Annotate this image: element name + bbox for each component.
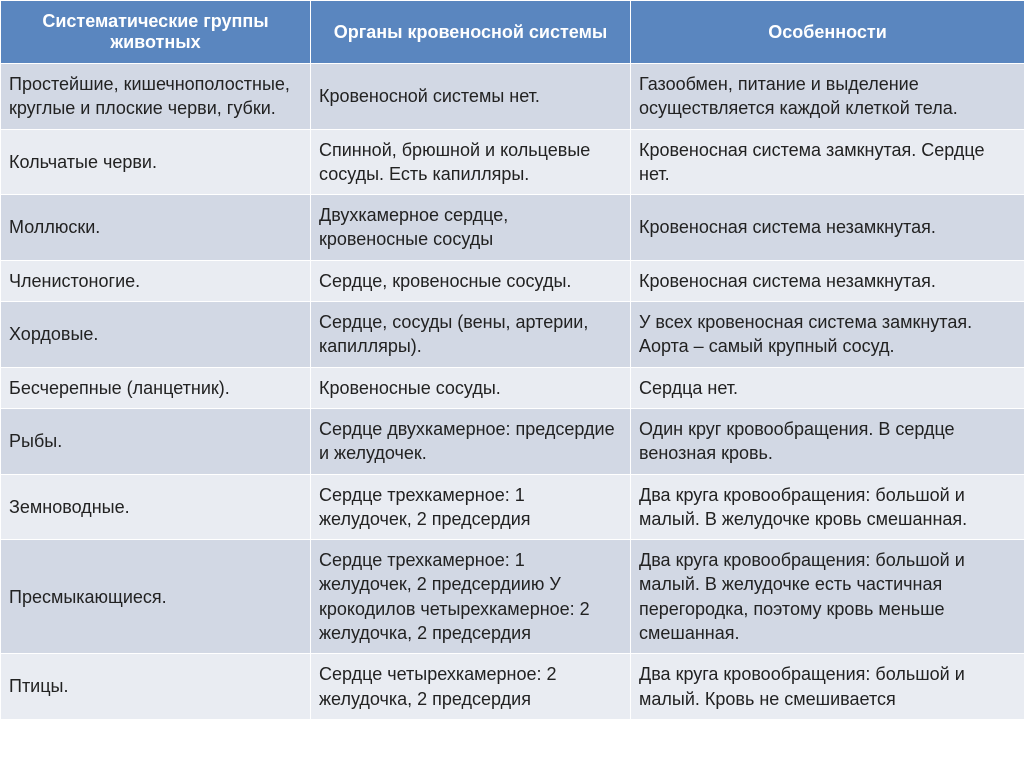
table-row: Пресмыкающиеся. Сердце трехкамерное: 1 ж… [1,540,1024,654]
table-body: Простейшие, кишечнополостные, круглые и … [1,64,1024,720]
table-row: Рыбы. Сердце двухкамерное: предсердие и … [1,408,1024,474]
cell-features: Кровеносная система замкнутая. Сердце не… [631,129,1024,195]
table-row: Кольчатые черви. Спинной, брюшной и коль… [1,129,1024,195]
table-row: Простейшие, кишечнополостные, круглые и … [1,64,1024,130]
table-row: Членистоногие. Сердце, кровеносные сосуд… [1,260,1024,301]
cell-features: Кровеносная система незамкнутая. [631,260,1024,301]
col-header-features: Особенности [631,1,1024,64]
table-row: Земноводные. Сердце трехкамерное: 1 желу… [1,474,1024,540]
table-row: Бесчерепные (ланцетник). Кровеносные сос… [1,367,1024,408]
cell-organs: Сердце четырехкамерное: 2 желудочка, 2 п… [311,654,631,720]
cell-group: Кольчатые черви. [1,129,311,195]
cell-group: Членистоногие. [1,260,311,301]
cell-group: Рыбы. [1,408,311,474]
col-header-organs: Органы кровеносной системы [311,1,631,64]
cell-features: Два круга кровообращения: большой и малы… [631,474,1024,540]
cell-features: Сердца нет. [631,367,1024,408]
table-row: Моллюски. Двухкамерное сердце, кровеносн… [1,195,1024,261]
cell-organs: Кровеносной системы нет. [311,64,631,130]
cell-organs: Сердце, кровеносные сосуды. [311,260,631,301]
cell-features: Один круг кровообращения. В сердце веноз… [631,408,1024,474]
cell-group: Бесчерепные (ланцетник). [1,367,311,408]
cell-organs: Сердце трехкамерное: 1 желудочек, 2 пред… [311,474,631,540]
col-header-group: Систематические группы животных [1,1,311,64]
cell-group: Моллюски. [1,195,311,261]
cell-group: Простейшие, кишечнополостные, круглые и … [1,64,311,130]
cell-organs: Сердце двухкамерное: предсердие и желудо… [311,408,631,474]
cell-features: Два круга кровообращения: большой и малы… [631,540,1024,654]
circulatory-system-table: Систематические группы животных Органы к… [0,0,1024,720]
table-header-row: Систематические группы животных Органы к… [1,1,1024,64]
cell-features: Газообмен, питание и выделение осуществл… [631,64,1024,130]
cell-features: Два круга кровообращения: большой и малы… [631,654,1024,720]
cell-organs: Двухкамерное сердце, кровеносные сосуды [311,195,631,261]
cell-group: Пресмыкающиеся. [1,540,311,654]
table-row: Птицы. Сердце четырехкамерное: 2 желудоч… [1,654,1024,720]
cell-organs: Сердце, сосуды (вены, артерии, капилляры… [311,302,631,368]
cell-group: Хордовые. [1,302,311,368]
cell-group: Птицы. [1,654,311,720]
cell-organs: Сердце трехкамерное: 1 желудочек, 2 пред… [311,540,631,654]
cell-organs: Спинной, брюшной и кольцевые сосуды. Ест… [311,129,631,195]
cell-group: Земноводные. [1,474,311,540]
cell-organs: Кровеносные сосуды. [311,367,631,408]
cell-features: Кровеносная система незамкнутая. [631,195,1024,261]
table-row: Хордовые. Сердце, сосуды (вены, артерии,… [1,302,1024,368]
cell-features: У всех кровеносная система замкнутая. Ао… [631,302,1024,368]
